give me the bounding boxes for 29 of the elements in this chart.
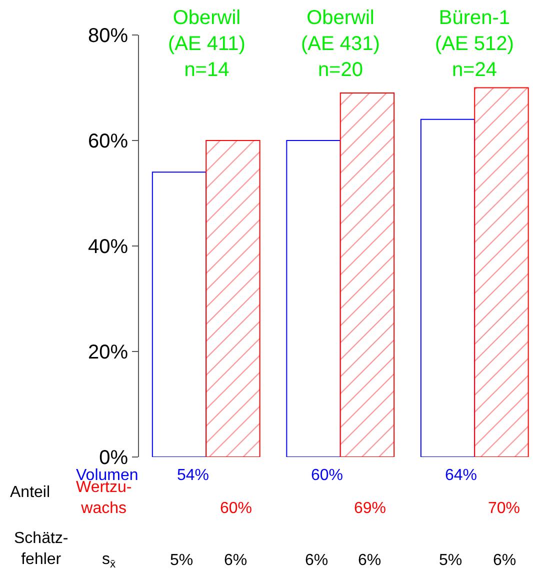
y-tick-label: 60% <box>88 130 128 152</box>
text: 6% <box>358 552 382 569</box>
bar <box>286 140 341 457</box>
bar <box>474 87 529 457</box>
x-tick-label: Büren-1 (AE 512) n=24 <box>435 7 514 81</box>
x-tick-label: Oberwil (AE 431) n=20 <box>301 7 380 81</box>
bar <box>420 118 476 457</box>
text: 5% <box>170 552 194 569</box>
text: 6% <box>305 552 328 569</box>
y-tick-label: 20% <box>88 342 128 364</box>
data-label: 54% <box>177 467 210 484</box>
text: 6% <box>224 552 248 569</box>
text: 5% <box>439 552 462 569</box>
y-tick-label: 40% <box>88 236 128 258</box>
bar <box>152 172 207 457</box>
text: s$_{x̄}$ <box>102 551 116 570</box>
y-tick-label: 0% <box>99 447 128 469</box>
text: Anteil <box>10 484 50 501</box>
text: 6% <box>493 552 516 569</box>
data-label: 60% <box>311 467 344 484</box>
data-label: 60% <box>220 500 252 517</box>
data-label: 69% <box>354 500 386 517</box>
data-label: 70% <box>488 500 520 517</box>
text: Schätz- fehler <box>14 530 68 568</box>
y-tick-label: 80% <box>88 25 128 47</box>
x-tick-label: Oberwil (AE 411) n=14 <box>168 7 246 81</box>
data-label: 64% <box>445 467 478 484</box>
bar <box>206 140 260 457</box>
bar <box>340 92 395 457</box>
